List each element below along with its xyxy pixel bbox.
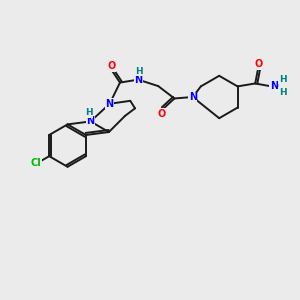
Text: H: H: [135, 67, 142, 76]
Text: O: O: [158, 109, 166, 119]
Text: Cl: Cl: [30, 158, 41, 168]
Text: N: N: [86, 116, 94, 126]
Text: N: N: [189, 92, 197, 102]
Text: O: O: [108, 61, 116, 71]
Text: N: N: [134, 75, 142, 85]
Text: O: O: [254, 59, 262, 69]
Text: H: H: [279, 74, 286, 83]
Text: H: H: [85, 108, 93, 117]
Text: H: H: [279, 88, 286, 97]
Text: N: N: [270, 81, 278, 92]
Text: N: N: [106, 99, 114, 109]
